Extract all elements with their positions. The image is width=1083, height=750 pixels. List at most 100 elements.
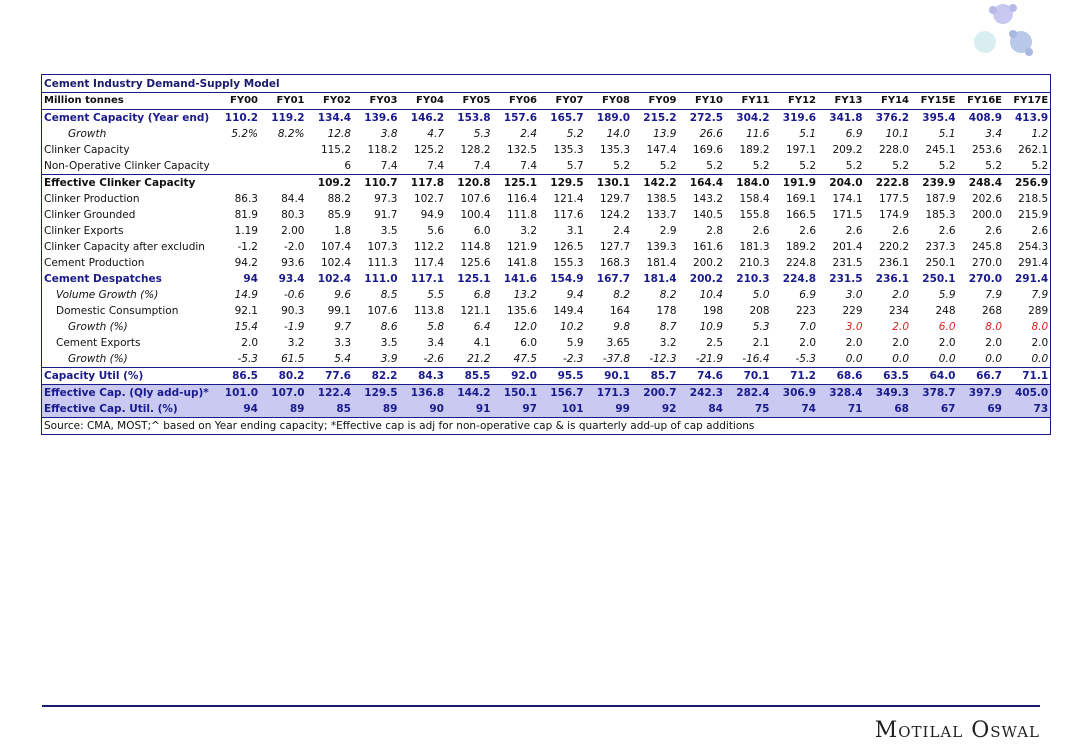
- table-row: Effective Cap. (Qly add-up)* 101.0 107.0 12…: [41, 384, 1051, 401]
- cell: 129.7: [599, 193, 630, 205]
- cell: 236.1: [878, 257, 909, 269]
- cell: 15.4: [234, 321, 258, 333]
- cell: -12.3: [649, 353, 677, 365]
- cell: 2.6: [985, 225, 1002, 237]
- cell: 208: [749, 305, 770, 317]
- cell: 150.1: [492, 384, 539, 401]
- cell: 220.2: [878, 241, 909, 253]
- cell: 185.3: [925, 209, 956, 221]
- cell: 74: [771, 401, 818, 418]
- cell: 64.0: [911, 367, 958, 385]
- cell: 8.7: [659, 321, 677, 333]
- cell: 6.9: [799, 289, 816, 301]
- cell: 125.1: [492, 174, 539, 191]
- cell: 5.1: [799, 128, 816, 140]
- cell: 2.5: [706, 337, 723, 349]
- cell: 1.19: [234, 225, 258, 237]
- row-label: Clinker Capacity: [44, 144, 130, 156]
- cell: [213, 174, 260, 191]
- cell: 82.2: [353, 367, 400, 385]
- cell: 2.0: [892, 289, 909, 301]
- cell: 126.5: [553, 241, 584, 253]
- cell: 124.2: [599, 209, 630, 221]
- table-row: Growth (%) -5.3 61.5 5.4 3.9 -2.6 21.2 47.5 -2.3…: [42, 351, 1051, 368]
- cell: 4.1: [473, 337, 491, 349]
- cell: 413.9: [1004, 109, 1051, 126]
- cell: 7.4: [520, 160, 537, 172]
- cell: 5.2%: [231, 128, 258, 140]
- cell: 10.1: [885, 128, 909, 140]
- cell: 117.6: [553, 209, 584, 221]
- row-label: Effective Clinker Capacity: [41, 174, 214, 191]
- cell: -21.9: [695, 353, 723, 365]
- cell: 127.7: [599, 241, 630, 253]
- cell: 69: [957, 401, 1004, 418]
- cell: 237.3: [925, 241, 956, 253]
- cell: 68.6: [818, 367, 865, 385]
- cell: 73: [1004, 401, 1051, 418]
- cell: 341.8: [818, 109, 865, 126]
- cell: 136.8: [399, 384, 446, 401]
- cell: 67: [911, 401, 958, 418]
- cell: 245.1: [925, 144, 956, 156]
- cell: 5.0: [752, 289, 770, 301]
- cell: 239.9: [911, 174, 958, 191]
- cell: 215.2: [632, 109, 679, 126]
- table-row: Domestic Consumption 92.1 90.3 99.1 107.6 113…: [42, 303, 1051, 319]
- cell: 245.8: [971, 241, 1002, 253]
- cell: 121.1: [460, 305, 491, 317]
- row-label: Clinker Exports: [44, 225, 124, 237]
- cell: 8.2: [659, 289, 677, 301]
- cell: 154.9: [550, 273, 584, 285]
- table-row: Clinker Capacity after excludin -1.2 -2.0 1…: [42, 239, 1051, 255]
- cell: [260, 142, 307, 158]
- cell: 63.5: [864, 367, 911, 385]
- cell: 97.3: [374, 193, 398, 205]
- cell: 7.0: [799, 321, 816, 333]
- cell: 139.6: [353, 109, 400, 126]
- cell: 80.3: [281, 209, 305, 221]
- cell: 91.7: [374, 209, 398, 221]
- cell: 7.9: [1031, 289, 1049, 301]
- cell: 236.1: [875, 273, 909, 285]
- cell: 118.2: [367, 144, 398, 156]
- cell: 99: [585, 401, 632, 418]
- cell: 5.2: [938, 160, 956, 172]
- cell: 97: [492, 401, 539, 418]
- cell: 14.0: [606, 128, 630, 140]
- cell: 10.4: [699, 289, 723, 301]
- cell: 100.4: [460, 209, 491, 221]
- cell: 6.4: [473, 321, 491, 333]
- cell: 135.3: [599, 144, 630, 156]
- cell: 222.8: [864, 174, 911, 191]
- table-row: Growth 5.2% 8.2% 12.8 3.8 4.7 5.3 2.4 5.2 14.0 13.…: [42, 126, 1051, 142]
- cell: 248.4: [957, 174, 1004, 191]
- cell: 81.9: [234, 209, 258, 221]
- cell: 304.2: [725, 109, 772, 126]
- cell: 128.2: [460, 144, 491, 156]
- cell: -16.4: [742, 353, 770, 365]
- cell: 3.2: [287, 337, 305, 349]
- cell: 254.3: [1018, 241, 1049, 253]
- logo: [974, 4, 1033, 56]
- cell: 14.9: [234, 289, 258, 301]
- cell: 250.1: [925, 257, 956, 269]
- cell: 376.2: [864, 109, 911, 126]
- table-row: Clinker Exports 1.19 2.00 1.8 3.5 5.6 6.0 3.2 3.…: [42, 223, 1051, 239]
- row-label: Growth: [68, 128, 107, 140]
- cell: 101: [539, 401, 586, 418]
- cell: 70.1: [725, 367, 772, 385]
- cell: 2.9: [659, 225, 677, 237]
- cell: 71.2: [771, 367, 818, 385]
- cell: -5.3: [795, 353, 817, 365]
- cell: -0.6: [284, 289, 305, 301]
- cell: 231.5: [829, 273, 863, 285]
- cell: 2.4: [613, 225, 630, 237]
- table-row: Capacity Util (%) 86.5 80.2 77.6 82.2 84.3 85.…: [41, 367, 1051, 385]
- cell: 5.2: [799, 160, 816, 172]
- cell: 86.5: [213, 367, 260, 385]
- cell: 210.3: [736, 273, 770, 285]
- cell: 174.1: [832, 193, 863, 205]
- cell: 282.4: [725, 384, 772, 401]
- cell: 107.0: [260, 384, 307, 401]
